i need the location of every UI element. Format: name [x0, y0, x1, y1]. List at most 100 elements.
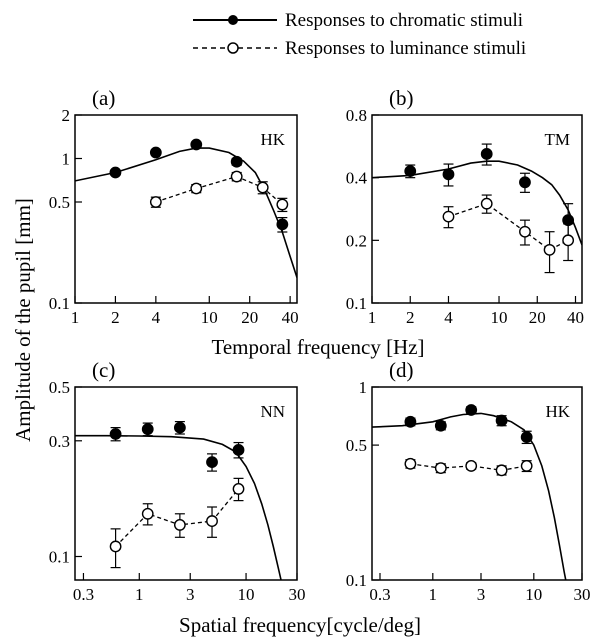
fit-curve-chromatic — [372, 160, 582, 246]
panel-label: (b) — [389, 86, 414, 110]
y-tick-label: 0.1 — [346, 294, 367, 313]
data-point-luminance — [190, 182, 203, 195]
x-tick-label: 3 — [186, 585, 195, 604]
data-point-luminance — [256, 181, 269, 194]
x-tick-label: 1 — [368, 308, 377, 327]
data-point-luminance — [141, 507, 154, 520]
panel-c: 0.3 1 3 10 300.10.30.5(c)NN — [49, 358, 306, 604]
y-tick-label: 1 — [62, 149, 71, 168]
data-point-chromatic — [109, 428, 122, 440]
x-tick-label: 10 — [525, 585, 542, 604]
data-point-chromatic — [404, 415, 417, 428]
data-point-luminance — [520, 460, 533, 472]
data-point-chromatic — [173, 421, 186, 434]
panel-label: (d) — [389, 358, 414, 382]
data-point-chromatic — [519, 176, 531, 189]
x-axis-label-spatial: Spatial frequency[cycle/deg] — [179, 613, 421, 637]
data-point-luminance — [543, 243, 556, 256]
y-tick-label: 0.5 — [49, 378, 70, 397]
panel-label: (a) — [92, 86, 115, 110]
y-axis-label: Amplitude of the pupil [mm] — [11, 198, 35, 442]
x-tick-label: 2 — [111, 308, 120, 327]
legend-luminance-marker — [227, 42, 239, 54]
subject-label: TM — [545, 130, 571, 149]
data-point-chromatic — [442, 168, 455, 181]
data-point-luminance — [173, 518, 186, 531]
x-tick-label: 0.3 — [73, 585, 94, 604]
x-tick-label: 20 — [529, 308, 546, 327]
data-point-chromatic — [190, 138, 203, 151]
y-tick-label: 2 — [62, 106, 71, 125]
legend: Responses to chromatic stimuli Responses… — [193, 10, 526, 59]
data-point-luminance — [276, 198, 289, 211]
y-tick-label: 1 — [359, 378, 368, 397]
data-point-chromatic — [230, 155, 243, 168]
x-tick-label: 4 — [152, 308, 161, 327]
x-tick-label: 1 — [71, 308, 80, 327]
plot-frame — [371, 386, 583, 581]
legend-chromatic-label: Responses to chromatic stimuli — [285, 10, 523, 31]
data-point-luminance — [480, 197, 493, 210]
plot-frame — [371, 114, 583, 304]
y-tick-label: 0.4 — [346, 169, 368, 188]
data-point-luminance — [232, 483, 245, 495]
data-point-chromatic — [232, 444, 245, 456]
x-tick-label: 4 — [444, 308, 453, 327]
subject-label: NN — [260, 402, 285, 421]
panel-b: 1 2 4 10 20 40 0.1 0.2 0.4 0.8 (b) TM — [346, 86, 584, 327]
data-point-chromatic — [141, 423, 154, 436]
y-tick-label: 0.1 — [346, 571, 367, 590]
x-tick-label: 40 — [282, 308, 299, 327]
x-tick-label: 3 — [477, 585, 486, 604]
panel-label: (c) — [92, 358, 115, 382]
x-tick-label: 10 — [201, 308, 218, 327]
subject-label: HK — [260, 130, 285, 149]
panel-a: 1 2 4 10 20 40 0.1 0.5 1 2 (a) HK — [49, 86, 299, 327]
plot-frame — [74, 386, 298, 581]
y-tick-label: 0.8 — [346, 106, 367, 125]
data-point-chromatic — [276, 218, 289, 231]
data-point-chromatic — [149, 146, 162, 159]
x-tick-label: 40 — [567, 308, 584, 327]
x-tick-label: 0.3 — [369, 585, 390, 604]
x-tick-label: 30 — [574, 585, 591, 604]
legend-luminance-label: Responses to luminance stimuli — [285, 38, 526, 59]
panel-d: 0.3 1 3 10 30 0.1 0.5 1 (d) HK — [346, 358, 591, 604]
data-point-chromatic — [404, 165, 417, 178]
data-point-chromatic — [465, 404, 478, 416]
data-point-luminance — [495, 464, 508, 477]
y-tick-label: 0.2 — [346, 231, 367, 250]
data-point-luminance — [149, 196, 162, 208]
data-point-chromatic — [109, 166, 122, 179]
data-point-luminance — [519, 225, 531, 238]
y-tick-label: 0.5 — [346, 436, 367, 455]
legend-chromatic-marker — [228, 15, 238, 25]
fit-curve-chromatic — [75, 147, 297, 278]
data-point-luminance — [442, 210, 455, 223]
y-tick-label: 0.1 — [49, 547, 70, 566]
data-point-chromatic — [520, 431, 533, 444]
y-tick-label: 0.1 — [49, 294, 70, 313]
fit-curve-chromatic — [372, 412, 567, 580]
data-point-luminance — [434, 462, 447, 475]
data-point-luminance — [109, 540, 122, 553]
data-point-chromatic — [480, 148, 493, 160]
x-axis-label-temporal: Temporal frequency [Hz] — [211, 335, 424, 359]
series-line-luminance — [410, 463, 527, 471]
x-tick-label: 20 — [241, 308, 258, 327]
x-tick-label: 10 — [491, 308, 508, 327]
data-point-luminance — [206, 515, 218, 527]
subject-label: HK — [545, 402, 570, 421]
data-point-luminance — [230, 170, 243, 183]
x-tick-label: 1 — [135, 585, 144, 604]
data-point-chromatic — [495, 414, 508, 427]
data-point-chromatic — [206, 456, 218, 469]
x-tick-label: 1 — [429, 585, 438, 604]
y-tick-label: 0.3 — [49, 432, 70, 451]
y-tick-label: 0.5 — [49, 193, 70, 212]
x-tick-label: 30 — [289, 585, 306, 604]
fit-curve-chromatic — [75, 434, 282, 580]
data-point-chromatic — [434, 419, 447, 432]
x-tick-label: 2 — [406, 308, 415, 327]
